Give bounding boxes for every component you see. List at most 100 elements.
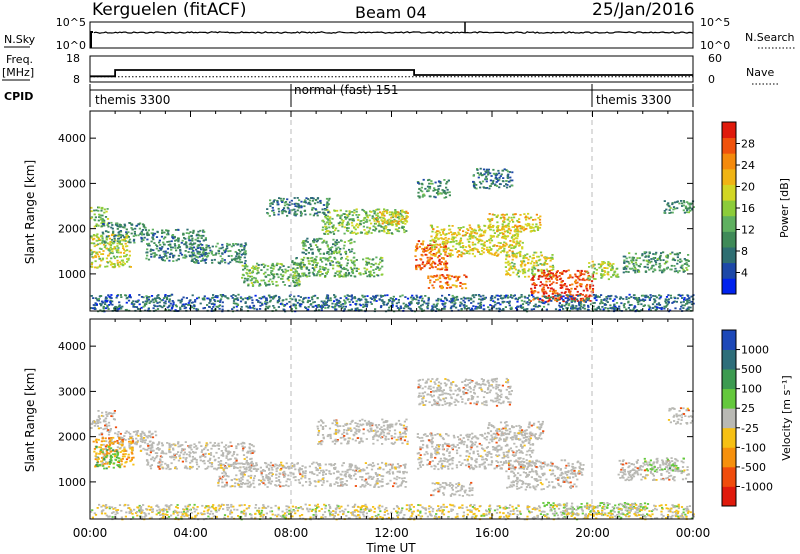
- power-region-15: [504, 251, 555, 278]
- power-colorbar-tick-24: 24: [741, 159, 755, 172]
- power-region-21: [663, 200, 695, 214]
- noise-right-tick-bottom: 10^0: [700, 39, 730, 52]
- velocity-colorbar-cell-3: [722, 427, 736, 448]
- y-tick-label-4000: 4000: [58, 340, 86, 353]
- power-colorbar: 28 24 20 16 12 8 4 Power [dB]: [721, 121, 791, 295]
- power-region-10: [266, 197, 331, 217]
- x-tick-label-5: 20:00: [575, 526, 610, 540]
- y-tick-label-3000: 3000: [58, 385, 86, 398]
- power-x-ticks: [89, 111, 694, 311]
- power-region-12: [427, 274, 468, 290]
- power-colorbar-tick-16: 16: [741, 202, 755, 215]
- velocity-colorbar: 1000 500 100 25 -25 -100 -500 -1000 Velocity [m…: [721, 329, 793, 507]
- velocity-region-1: [95, 445, 122, 470]
- velocity-colorbar-cell-8: [722, 330, 736, 350]
- noise-panel: N.Sky 10^5 10^0 10^5 10^0 N.Search: [4, 16, 796, 52]
- noise-left-tick-bottom: 10^0: [56, 39, 86, 52]
- power-colorbar-tick-28: 28: [741, 138, 755, 151]
- power-region-5: [241, 262, 303, 287]
- cpid-label: CPID: [4, 90, 33, 103]
- ground-scatter-region-9: [617, 459, 690, 482]
- ground-scatter-region-8: [417, 377, 513, 407]
- ground-scatter-region-10: [90, 410, 118, 432]
- power-colorbar-cell-2: [722, 247, 736, 264]
- noise-right-tick-top: 10^5: [700, 16, 730, 29]
- y-tick-label-1000: 1000: [58, 268, 86, 281]
- power-region-4: [190, 242, 248, 265]
- velocity-colorbar-tick-4: -25: [741, 422, 759, 435]
- power-region-1: [90, 206, 110, 228]
- power-region-0: [90, 233, 132, 269]
- power-region-20: [622, 251, 690, 274]
- velocity-colorbar-tick-2: 100: [741, 383, 762, 396]
- freq-right-label: Nave: [746, 66, 774, 79]
- velocity-colorbar-tick-7: -1000: [741, 480, 773, 493]
- noise-start-spike: [90, 31, 93, 48]
- velocity-colorbar-tick-1: 500: [741, 363, 762, 376]
- velocity-y-label: Slant Range [km]: [23, 368, 37, 472]
- power-colorbar-tick-12: 12: [741, 224, 755, 237]
- velocity-colorbar-cell-4: [722, 408, 736, 429]
- power-colorbar-cell-10: [722, 122, 736, 139]
- y-tick-label-1000: 1000: [58, 476, 86, 489]
- x-axis-labels: 00:00 04:00 08:00 12:00 16:00 20:00 00:00: [73, 526, 711, 540]
- ground-scatter-region-2: [215, 461, 408, 489]
- power-region-6: [291, 255, 384, 278]
- station-title: Kerguelen (fitACF): [92, 0, 246, 20]
- velocity-colorbar-cell-6: [722, 369, 736, 390]
- freq-left-unit: [MHz]: [2, 66, 34, 79]
- beam-title: Beam 04: [355, 3, 427, 22]
- velocity-colorbar-cells: [722, 330, 736, 507]
- ground-scatter-region-1: [145, 441, 256, 471]
- x-tick-label-1: 04:00: [173, 526, 208, 540]
- velocity-region-0: [92, 436, 135, 468]
- x-tick-label-2: 08:00: [274, 526, 309, 540]
- velocity-colorbar-tick-0: 1000: [741, 344, 769, 357]
- freq-right-tick-bottom: 0: [708, 73, 715, 86]
- power-colorbar-cell-9: [722, 137, 736, 154]
- power-region-2: [100, 221, 147, 244]
- ground-scatter-region-11: [667, 407, 694, 425]
- freq-left-label: Freq.: [6, 53, 33, 66]
- cpid-segment-2: normal (fast) 151: [294, 83, 398, 97]
- velocity-panel: 1000 2000 3000 4000 Slant Range [km]: [23, 318, 695, 521]
- noise-right-label: N.Search: [745, 31, 795, 44]
- y-tick-label-4000: 4000: [58, 132, 86, 145]
- power-region-11: [414, 240, 449, 271]
- ground-scatter-region-4: [416, 432, 535, 471]
- cpid-segment-1: themis 3300: [95, 93, 170, 107]
- power-colorbar-tick-4: 4: [741, 267, 748, 280]
- power-region-18: [472, 167, 514, 190]
- noise-left-label: N.Sky: [4, 33, 36, 46]
- velocity-region-3: [643, 457, 685, 473]
- power-region-14: [487, 212, 542, 233]
- power-region-7: [301, 237, 356, 256]
- x-axis-title: Time UT: [365, 541, 416, 554]
- power-region-9: [374, 210, 409, 226]
- ground-scatter-region-3: [316, 418, 409, 446]
- freq-left-tick-bottom: 8: [73, 73, 80, 86]
- power-region-13: [429, 224, 524, 258]
- velocity-colorbar-tick-3: 25: [741, 402, 755, 415]
- power-colorbar-cell-8: [722, 153, 736, 170]
- power-region-22: [90, 293, 695, 313]
- ground-scatter-region-5: [430, 481, 474, 497]
- power-colorbar-cells: [722, 122, 736, 295]
- y-tick-label-2000: 2000: [58, 431, 86, 444]
- power-colorbar-cell-1: [722, 262, 736, 279]
- power-colorbar-cell-6: [722, 184, 736, 201]
- power-region-19: [586, 260, 620, 281]
- velocity-scatter: [90, 377, 695, 521]
- velocity-y-ticks: 1000 2000 3000 4000: [58, 340, 693, 489]
- velocity-colorbar-cell-1: [722, 466, 736, 487]
- x-tick-label-4: 16:00: [475, 526, 510, 540]
- ground-scatter-region-7: [487, 420, 545, 441]
- velocity-colorbar-label: Velocity [m s⁻¹]: [780, 375, 793, 460]
- power-y-ticks: 1000 2000 3000 4000: [58, 132, 693, 281]
- power-region-16: [529, 269, 595, 303]
- ground-scatter-region-6: [505, 459, 585, 491]
- power-colorbar-tick-20: 20: [741, 181, 755, 194]
- power-scatter: [90, 167, 695, 313]
- x-tick-label-6: 00:00: [676, 526, 711, 540]
